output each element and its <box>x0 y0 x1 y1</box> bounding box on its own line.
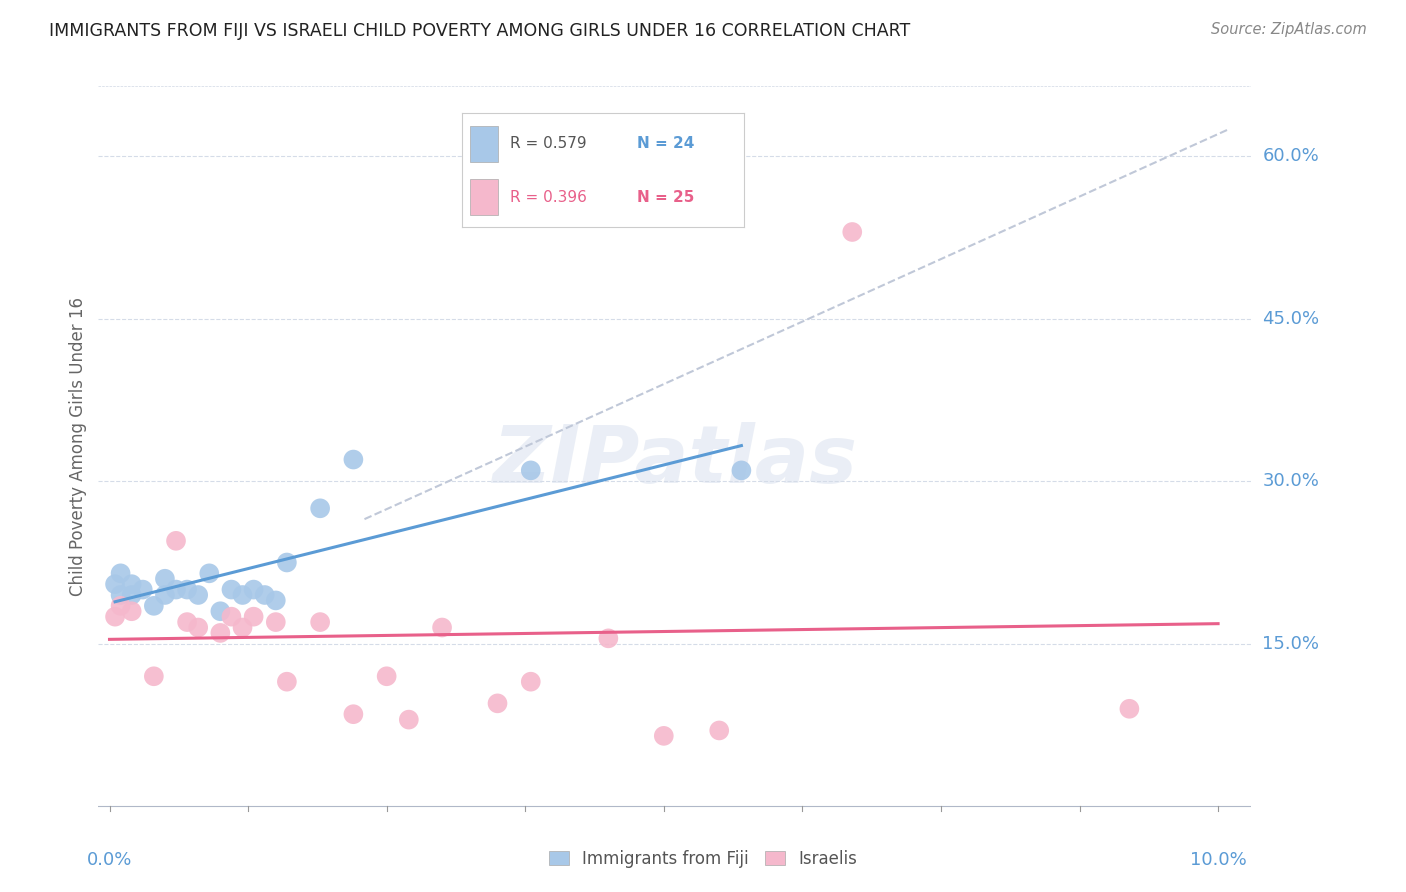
Point <box>309 615 332 629</box>
Point <box>652 729 675 743</box>
Point <box>142 599 165 613</box>
Point <box>209 626 232 640</box>
Point <box>153 572 176 586</box>
Text: 0.0%: 0.0% <box>87 851 132 869</box>
Point <box>520 674 543 689</box>
Point <box>231 588 254 602</box>
Point <box>176 615 198 629</box>
Point <box>110 566 132 581</box>
Point <box>709 723 731 738</box>
Point <box>104 609 127 624</box>
Point <box>430 620 453 634</box>
Point <box>187 620 209 634</box>
Point <box>153 588 176 602</box>
Text: 10.0%: 10.0% <box>1189 851 1247 869</box>
Legend: Immigrants from Fiji, Israelis: Immigrants from Fiji, Israelis <box>541 844 865 875</box>
Point <box>276 556 298 570</box>
Text: IMMIGRANTS FROM FIJI VS ISRAELI CHILD POVERTY AMONG GIRLS UNDER 16 CORRELATION C: IMMIGRANTS FROM FIJI VS ISRAELI CHILD PO… <box>49 22 911 40</box>
Text: ZIPatlas: ZIPatlas <box>492 422 858 500</box>
Point <box>110 599 132 613</box>
Point <box>165 582 187 597</box>
Point <box>121 577 143 591</box>
Point <box>132 582 155 597</box>
Point <box>110 588 132 602</box>
Point <box>121 588 143 602</box>
Point <box>221 582 243 597</box>
Point <box>375 669 398 683</box>
Text: 45.0%: 45.0% <box>1263 310 1320 327</box>
Point <box>520 463 543 477</box>
Point <box>253 588 276 602</box>
Point <box>231 620 254 634</box>
Y-axis label: Child Poverty Among Girls Under 16: Child Poverty Among Girls Under 16 <box>69 296 87 596</box>
Point <box>486 697 509 711</box>
Point <box>242 582 264 597</box>
Point <box>104 577 127 591</box>
Point <box>209 604 232 618</box>
Point <box>121 604 143 618</box>
Point <box>142 669 165 683</box>
Point <box>187 588 209 602</box>
Point <box>176 582 198 597</box>
Text: 15.0%: 15.0% <box>1263 635 1319 653</box>
Point <box>398 713 420 727</box>
Point <box>198 566 221 581</box>
Point <box>1118 702 1140 716</box>
Point <box>342 707 364 722</box>
Point <box>264 593 287 607</box>
Point <box>264 615 287 629</box>
Point <box>342 452 364 467</box>
Point <box>221 609 243 624</box>
Point <box>165 533 187 548</box>
Point <box>309 501 332 516</box>
Point <box>242 609 264 624</box>
Point <box>276 674 298 689</box>
Point <box>841 225 863 239</box>
Point <box>598 632 620 646</box>
Text: 60.0%: 60.0% <box>1263 147 1319 165</box>
Text: Source: ZipAtlas.com: Source: ZipAtlas.com <box>1211 22 1367 37</box>
Text: 30.0%: 30.0% <box>1263 472 1319 491</box>
Point <box>730 463 752 477</box>
